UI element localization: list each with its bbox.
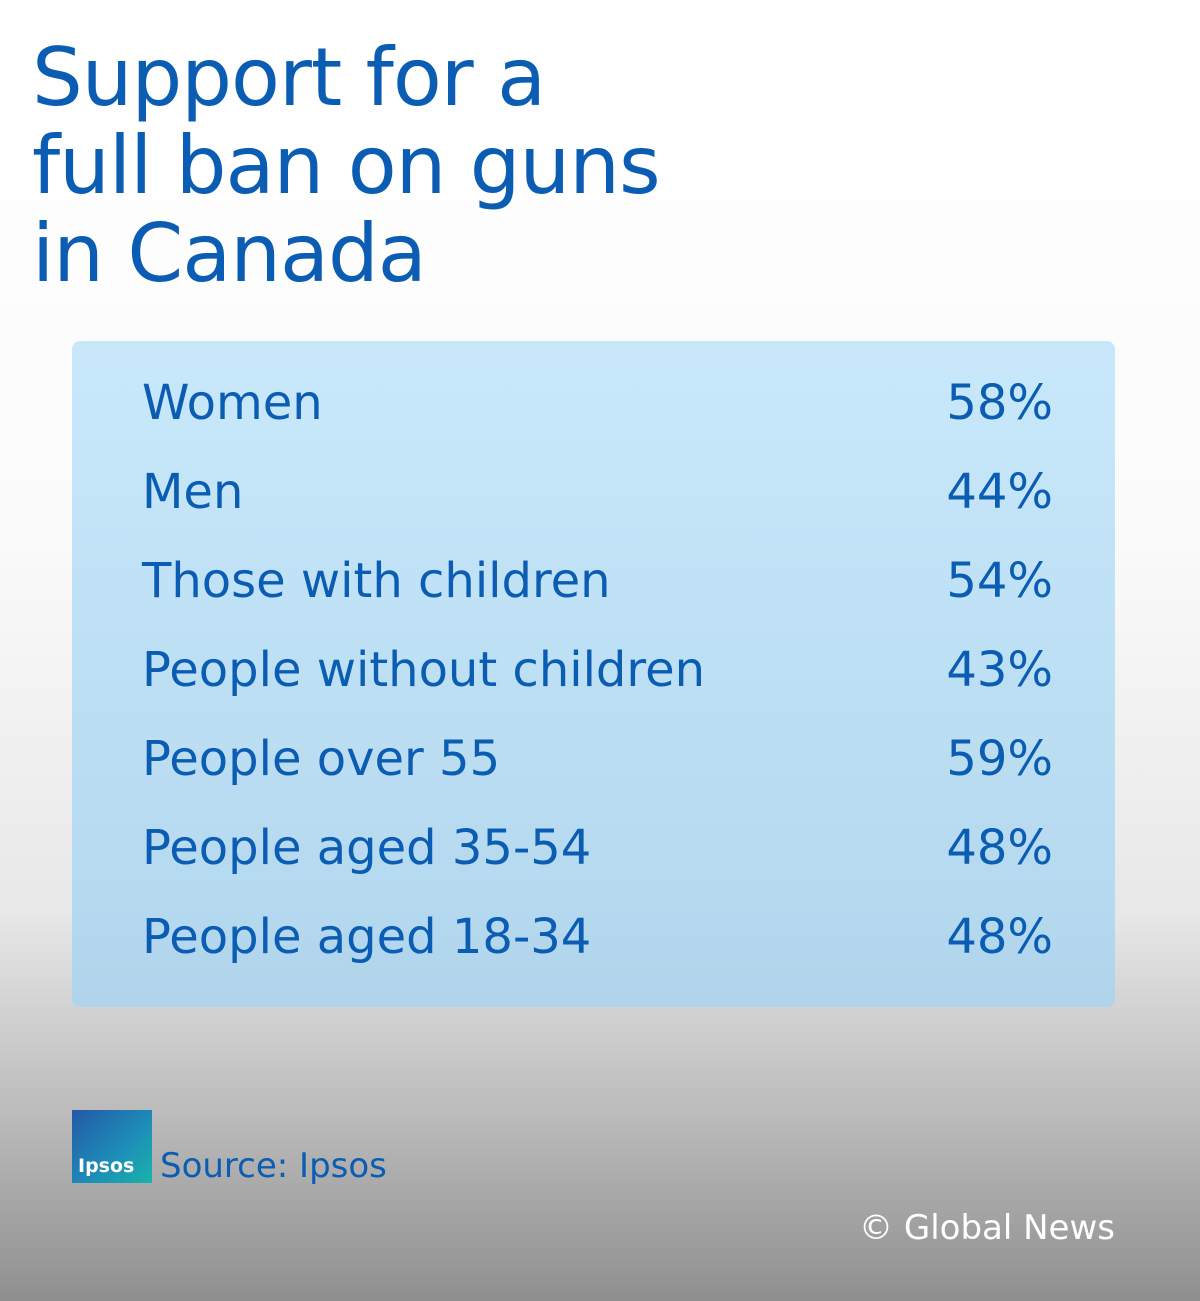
row-label: Men	[142, 464, 244, 520]
ipsos-logo: Ipsos	[72, 1110, 152, 1183]
row-label: People over 55	[142, 731, 501, 787]
source: Source: Ipsos	[160, 1146, 387, 1186]
row-value: 43%	[946, 642, 1053, 698]
row-value: 44%	[946, 464, 1053, 520]
title-line: Support for a	[32, 31, 546, 124]
row-value: 48%	[946, 820, 1053, 876]
row-value: 58%	[946, 375, 1053, 431]
logo-text: Ipsos	[78, 1155, 135, 1177]
row-value: 48%	[946, 909, 1053, 965]
row-value: 59%	[946, 731, 1053, 787]
title-line: in Canada	[32, 207, 427, 300]
row-label: People without children	[142, 642, 706, 698]
title-line: full ban on guns	[32, 119, 661, 212]
credit: © Global News	[859, 1208, 1115, 1248]
row-label: Those with children	[142, 553, 611, 609]
row-label: Women	[142, 375, 323, 431]
table-panel: Women 58% Men 44% Those with children 54% Peop…	[72, 341, 1115, 1007]
row-value: 54%	[946, 553, 1053, 609]
row-label: People aged 35-54	[142, 820, 592, 876]
row-label: People aged 18-34	[142, 909, 592, 965]
